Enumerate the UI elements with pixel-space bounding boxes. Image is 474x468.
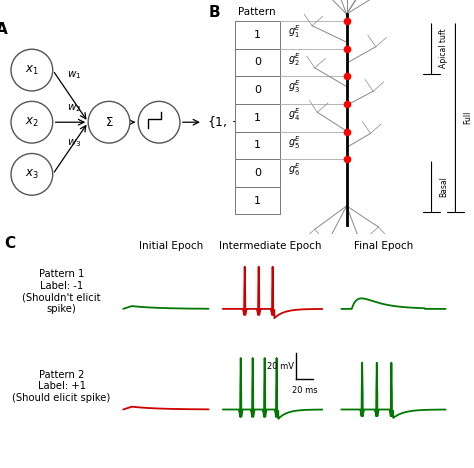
Bar [235, 76, 280, 104]
Text: 1: 1 [254, 196, 261, 205]
Bar [235, 187, 280, 214]
Text: Pattern 1
Label: -1
(Shouldn't elicit
spike): Pattern 1 Label: -1 (Shouldn't elicit sp… [22, 269, 101, 314]
Text: 20 ms: 20 ms [292, 386, 318, 395]
Circle shape [11, 154, 53, 195]
Text: Basal: Basal [439, 176, 448, 197]
Circle shape [11, 102, 53, 143]
Circle shape [138, 102, 180, 143]
Text: Final Epoch: Final Epoch [354, 241, 413, 251]
Text: Pattern: Pattern [238, 7, 275, 17]
Text: 0: 0 [254, 168, 261, 178]
Text: 1: 1 [254, 113, 261, 123]
Text: Apical tuft: Apical tuft [439, 29, 448, 68]
Text: $g^E_{3}$: $g^E_{3}$ [288, 79, 301, 95]
Bar [235, 104, 280, 132]
Bar [235, 49, 280, 76]
Text: Full: Full [464, 111, 473, 124]
Text: 1: 1 [254, 140, 261, 150]
Text: $w_1$: $w_1$ [67, 69, 82, 81]
Circle shape [88, 102, 130, 143]
Text: $x_1$: $x_1$ [25, 64, 39, 77]
Text: $x_2$: $x_2$ [25, 116, 39, 129]
Text: $x_3$: $x_3$ [25, 168, 39, 181]
Text: C: C [5, 236, 16, 251]
Circle shape [11, 49, 53, 91]
Text: $g^E_{5}$: $g^E_{5}$ [288, 134, 301, 151]
Text: $g^E_{1}$: $g^E_{1}$ [288, 23, 301, 40]
Text: $g^E_{6}$: $g^E_{6}$ [288, 161, 301, 178]
Text: 20 mV: 20 mV [267, 362, 294, 371]
Text: $g^E_{2}$: $g^E_{2}$ [288, 51, 301, 68]
Text: A: A [0, 22, 8, 37]
Text: $\{1, -1\}$: $\{1, -1\}$ [207, 114, 261, 130]
Text: 0: 0 [254, 58, 261, 67]
Text: $w_2$: $w_2$ [67, 102, 82, 114]
Text: Pattern 2
Label: +1
(Should elicit spike): Pattern 2 Label: +1 (Should elicit spike… [12, 370, 111, 403]
Text: Initial Epoch: Initial Epoch [138, 241, 203, 251]
Text: $g^E_{4}$: $g^E_{4}$ [288, 106, 301, 123]
Bar [235, 21, 280, 49]
Text: $\Sigma$: $\Sigma$ [105, 116, 113, 129]
Text: Intermediate Epoch: Intermediate Epoch [219, 241, 321, 251]
Text: $w_3$: $w_3$ [67, 137, 82, 149]
Text: B: B [209, 5, 220, 20]
Text: 0: 0 [254, 85, 261, 95]
Bar [235, 159, 280, 187]
Bar [235, 132, 280, 159]
Text: 1: 1 [254, 30, 261, 40]
